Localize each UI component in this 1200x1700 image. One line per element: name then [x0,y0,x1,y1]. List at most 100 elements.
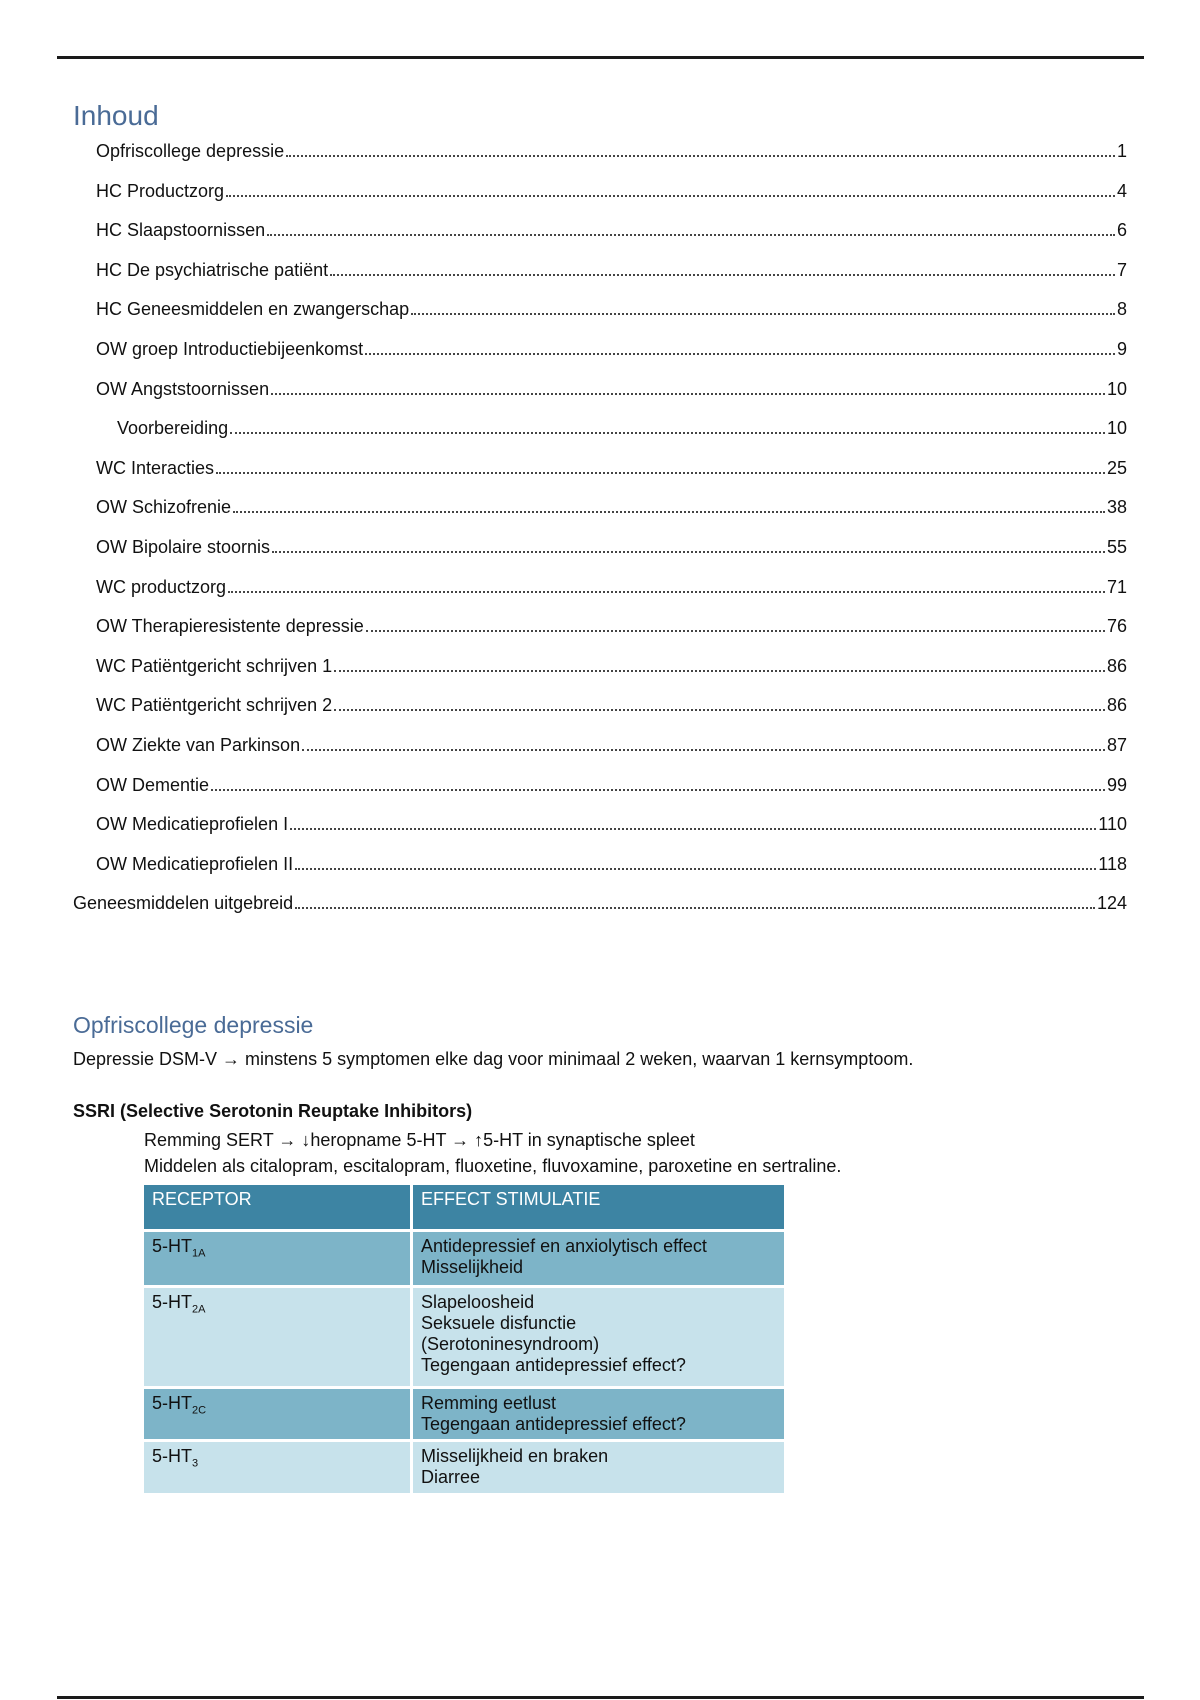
toc-entry-label: OW Schizofrenie [96,497,232,518]
receptor-name: 5-HT [152,1292,192,1312]
toc-leader-dots [233,511,1105,514]
effect-line: Misselijkheid en braken [421,1446,609,1466]
toc-entry-label: Voorbereiding [117,418,229,439]
toc-leader-dots [267,234,1115,237]
effect-line: (Serotoninesyndroom) [421,1334,600,1354]
effect-line: Seksuele disfunctie [421,1313,577,1333]
toc-entry-page: 4 [1116,180,1127,201]
toc-entry-page: 99 [1106,774,1127,795]
toc-entry[interactable]: OW Schizofrenie 38 [96,497,1127,518]
toc-entry-label: Opfriscollege depressie [96,141,285,161]
receptor-name: 5-HT [152,1393,192,1413]
effect-cell: Misselijkheid en braken Diarree [411,1440,787,1496]
receptor-name: 5-HT [152,1446,192,1466]
toc-entry[interactable]: OW Bipolaire stoornis 55 [96,537,1127,558]
toc-entry-label: OW Medicatieprofielen I [96,814,289,835]
toc-entry[interactable]: WC productzorg 71 [96,577,1127,598]
toc-entry[interactable]: HC Slaapstoornissen 6 [96,220,1127,241]
toc-entry-page: 1 [1116,141,1127,161]
toc-entry[interactable]: Geneesmiddelen uitgebreid 124 [73,893,1127,914]
effect-line: Diarree [421,1467,481,1487]
toc-leader-dots [365,630,1105,633]
receptor-subtype: 2A [192,1303,206,1316]
effect-cell: Antidepressief en anxiolytisch effect Mis… [411,1230,787,1288]
receptor-subtype: 2C [192,1404,207,1417]
toc-entry[interactable]: Voorbereiding 10 [117,418,1127,439]
toc-entry[interactable]: OW Medicatieprofielen I 110 [96,814,1127,835]
effect-line: Tegengaan antidepressief effect? [421,1414,686,1434]
toc-entry[interactable]: OW Therapieresistente depressie 76 [96,616,1127,637]
toc-entry[interactable]: OW groep Introductiebijeenkomst 9 [96,339,1127,360]
toc-leader-dots [211,788,1105,791]
toc-entry[interactable]: OW Ziekte van Parkinson 87 [96,735,1127,756]
toc-entry-label: OW Bipolaire stoornis [96,537,271,557]
receptor-cell: 5-HT1A [144,1230,413,1288]
table-row: 5-HT2A Slapeloosheid Seksuele disfunctie (S… [144,1286,787,1389]
toc-entry-page: 86 [1106,655,1127,676]
toc-entry[interactable]: Opfriscollege depressie 1 [96,141,1127,162]
header-effect: EFFECT STIMULATIE [411,1185,787,1232]
toc-entry-label: WC Interacties [96,457,215,478]
toc-entry-label: OW Angststoornissen [96,378,270,399]
toc-entry-page: 10 [1106,378,1127,399]
section-title: Opfriscollege depressie [73,1012,314,1038]
toc-entry-label: OW groep Introductiebijeenkomst [96,339,364,359]
receptor-name: 5-HT [152,1236,192,1256]
effect-line: Slapeloosheid [421,1292,535,1312]
toc-entry[interactable]: WC Patiëntgericht schrijven 1 86 [96,656,1127,677]
toc-entry[interactable]: OW Angststoornissen 10 [96,379,1127,400]
effect-line: Antidepressief en anxiolytisch effect [421,1236,707,1256]
toc-entry-label: HC Slaapstoornissen [96,220,266,241]
toc-leader-dots [230,432,1105,435]
toc-leader-dots [334,669,1105,672]
toc-entry[interactable]: HC Productzorg 4 [96,181,1127,202]
header-receptor: RECEPTOR [144,1185,413,1232]
toc-entry[interactable]: HC Geneesmiddelen en zwangerschap 8 [96,299,1127,320]
effect-cell: Remming eetlust Tegengaan antidepressief … [411,1387,787,1442]
toc-entry-page: 124 [1096,893,1127,914]
receptor-subtype: 3 [192,1457,199,1470]
toc-leader-dots [216,471,1105,474]
toc-entry-page: 55 [1106,537,1127,557]
receptor-subtype: 1A [192,1247,206,1260]
toc-entry-label: HC De psychiatrische patiënt [96,259,329,280]
toc-entry-page: 87 [1106,735,1127,755]
toc-leader-dots [365,353,1115,355]
toc-entry[interactable]: WC Interacties 25 [96,458,1127,479]
receptor-cell: 5-HT2A [144,1286,413,1389]
toc-entry[interactable]: OW Dementie 99 [96,775,1127,796]
toc-entry-page: 25 [1106,457,1127,478]
toc-entry[interactable]: WC Patiëntgericht schrijven 2 86 [96,695,1127,716]
toc-leader-dots [272,551,1105,553]
toc-entry-page: 71 [1106,576,1127,597]
intro-text: Depressie DSM-V → minstens 5 symptomen e… [73,1049,914,1069]
toc-entry-label: HC Productzorg [96,180,225,201]
toc-leader-dots [286,155,1115,157]
toc-leader-dots [302,749,1105,751]
toc-entry-label: WC productzorg [96,576,227,597]
table-row: 5-HT2C Remming eetlust Tegengaan antidepre… [144,1387,787,1442]
toc-entry-page: 9 [1116,339,1127,359]
toc-entry-page: 7 [1116,259,1127,280]
table-row: 5-HT1A Antidepressief en anxiolytisch eff… [144,1230,787,1288]
agents-text: Middelen als citalopram, escitalopram, f… [144,1156,842,1176]
receptor-table: RECEPTOR EFFECT STIMULATIE 5-HT1A Antidep… [144,1185,787,1496]
toc-entry[interactable]: HC De psychiatrische patiënt 7 [96,260,1127,281]
toc-entry-page: 6 [1116,220,1127,241]
toc-entry-label: WC Patiëntgericht schrijven 2 [96,695,333,716]
effect-line: Remming eetlust [421,1393,557,1413]
toc-entry-label: WC Patiëntgericht schrijven 1 [96,655,333,676]
toc-leader-dots [330,273,1115,276]
toc-entry-label: Geneesmiddelen uitgebreid [73,893,294,914]
receptor-cell: 5-HT2C [144,1387,413,1442]
toc-leader-dots [411,313,1115,316]
footer-rule [57,1696,1144,1699]
toc-entry[interactable]: OW Medicatieprofielen II 118 [96,854,1127,875]
mechanism-text: Remming SERT → ↓heropname 5-HT → ↑5-HT i… [144,1130,695,1150]
toc-entry-page: 10 [1106,418,1127,439]
ssri-heading: SSRI (Selective Serotonin Reuptake Inhib… [73,1101,473,1121]
effect-line: Misselijkheid [421,1257,524,1277]
toc-entry-page: 76 [1106,616,1127,637]
toc-entry-label: OW Dementie [96,774,210,795]
